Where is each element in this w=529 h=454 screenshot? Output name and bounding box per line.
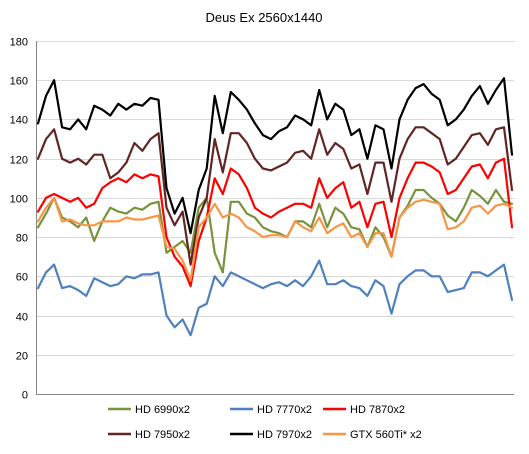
chart-title: Deus Ex 2560x1440	[205, 10, 322, 25]
series-line-4	[36, 77, 514, 235]
y-tick-label-140: 140	[10, 115, 28, 127]
legend-label-4: HD 7970x2	[257, 429, 312, 441]
y-tick-label-100: 100	[10, 194, 28, 206]
y-tick-label-180: 180	[10, 37, 28, 49]
legend-label-3: HD 7950x2	[135, 429, 190, 441]
legend: HD 6990x2 HD 7770x2 HD 7870x2 HD 7950x2 HD 7…	[108, 404, 422, 441]
y-tick-label-0: 0	[22, 390, 28, 402]
legend-label-1: HD 7770x2	[257, 404, 312, 416]
gridlines	[36, 41, 514, 356]
legend-label-5: GTX 560Ti* x2	[350, 429, 422, 441]
axes: 0 20 40 60 80 100 120 140 160 180	[10, 37, 514, 402]
series-line-0	[36, 188, 514, 274]
series-line-5	[36, 196, 514, 282]
y-tick-label-40: 40	[16, 312, 28, 324]
series-lines	[36, 77, 514, 337]
y-tick-label-120: 120	[10, 155, 28, 167]
y-tick-label-60: 60	[16, 272, 28, 284]
series-line-2	[36, 157, 514, 288]
y-tick-label-20: 20	[16, 351, 28, 363]
y-tick-label-80: 80	[16, 233, 28, 245]
series-line-1	[36, 259, 514, 337]
series-line-3	[36, 126, 514, 266]
legend-label-2: HD 7870x2	[350, 404, 405, 416]
legend-label-0: HD 6990x2	[135, 404, 190, 416]
y-tick-label-160: 160	[10, 76, 28, 88]
